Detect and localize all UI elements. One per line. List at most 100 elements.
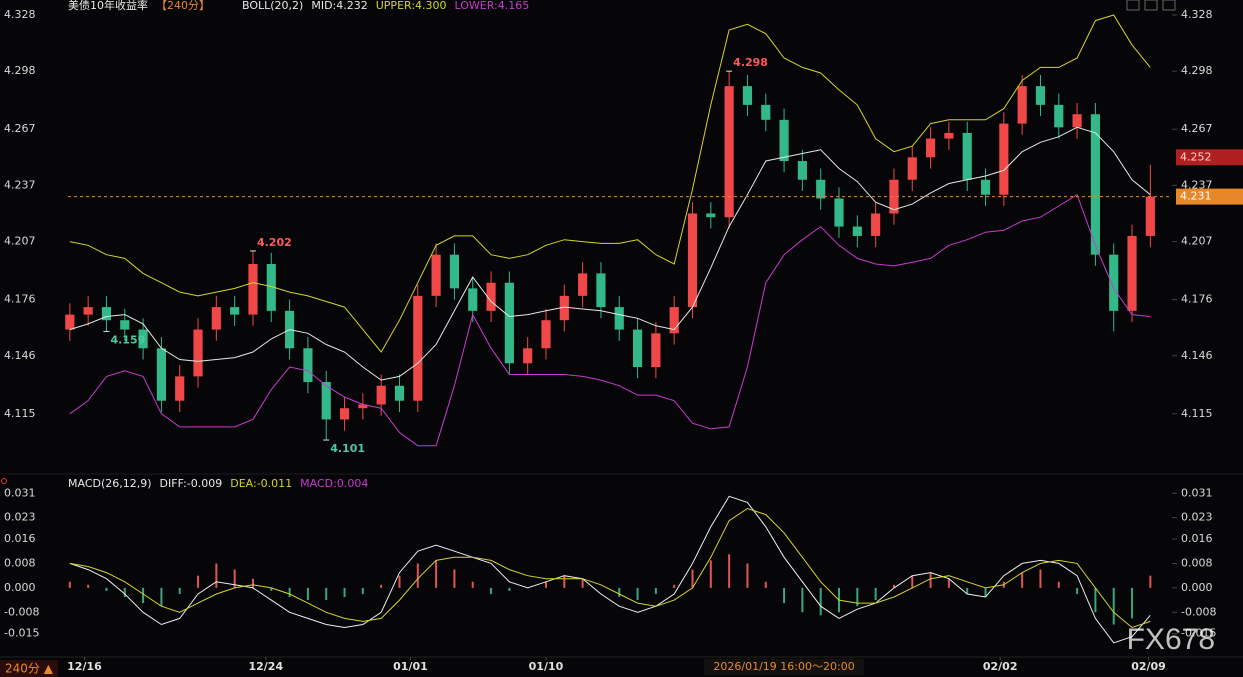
candle-body <box>798 161 807 180</box>
candle-body <box>725 86 734 217</box>
candle-body <box>1054 105 1063 127</box>
y-tick-label: 4.146 <box>1181 349 1213 362</box>
extreme-label: 4.159 <box>110 333 145 346</box>
x-tick-label: 01/01 <box>393 660 428 673</box>
settings-icon[interactable] <box>1127 0 1139 10</box>
y-tick-label: 4.207 <box>4 235 36 248</box>
header-text: 【240分】 <box>156 0 210 12</box>
macd-line <box>70 509 1151 628</box>
cursor-label: 2026/01/19 16:00～20:00 <box>713 660 854 673</box>
candle-body <box>175 376 184 400</box>
candle-body <box>1091 114 1100 254</box>
candle-body <box>743 86 752 105</box>
y-tick-label: 4.176 <box>1181 293 1213 306</box>
header-text: DEA:-0.011 <box>230 477 292 490</box>
candle-body <box>541 320 550 348</box>
candle-body <box>450 255 459 289</box>
header-text: BOLL(20,2) <box>242 0 303 12</box>
candle-body <box>761 105 770 120</box>
candle-body <box>596 273 605 307</box>
y-tick-label: 4.146 <box>4 349 36 362</box>
y-tick-label: 4.207 <box>1181 235 1213 248</box>
marker-label: 4.252 <box>1180 150 1212 163</box>
candle-body <box>1018 86 1027 123</box>
candle-body <box>193 330 202 377</box>
candle-body <box>633 330 642 367</box>
candle-body <box>1036 86 1045 105</box>
x-tick-label: 01/10 <box>529 660 564 673</box>
y-tick-label: 4.115 <box>1181 407 1213 420</box>
candle-body <box>615 307 624 329</box>
candle-body <box>523 348 532 363</box>
extreme-label: 4.298 <box>733 56 768 69</box>
x-tick-label: 02/09 <box>1131 660 1166 673</box>
candle-body <box>853 227 862 236</box>
candle-body <box>871 213 880 235</box>
header-text: LOWER:4.165 <box>455 0 530 12</box>
y-tick-label: 0.016 <box>4 532 36 545</box>
y-tick-label: 0.016 <box>1181 532 1213 545</box>
candle-body <box>944 133 953 139</box>
candle-body <box>395 386 404 401</box>
header-text: MACD:0.004 <box>300 477 368 490</box>
y-tick-label: 0.031 <box>1181 486 1213 499</box>
candle-body <box>999 124 1008 195</box>
candle-body <box>248 264 257 315</box>
header-text: DIFF:-0.009 <box>160 477 223 490</box>
candle-body <box>981 180 990 195</box>
y-tick-label: 4.298 <box>4 64 36 77</box>
candle-body <box>834 198 843 226</box>
x-tick-label: 12/16 <box>67 660 102 673</box>
boll-line <box>70 195 1151 446</box>
candle-body <box>926 139 935 158</box>
x-tick-label: 12/24 <box>248 660 283 673</box>
y-tick-label: 4.176 <box>4 293 36 306</box>
candle-body <box>578 273 587 295</box>
candle-body <box>706 213 715 217</box>
y-tick-label: 0.031 <box>4 486 36 499</box>
y-tick-label: 0.008 <box>4 556 36 569</box>
y-tick-label: 0.023 <box>1181 511 1213 524</box>
candle-body <box>1127 236 1136 311</box>
candle-body <box>84 307 93 314</box>
candle-body <box>1073 114 1082 127</box>
y-tick-label: 0.000 <box>4 581 36 594</box>
extreme-label: 4.202 <box>257 236 292 249</box>
y-tick-label: 0.023 <box>4 511 36 524</box>
y-tick-label: 0.008 <box>1181 556 1213 569</box>
candle-body <box>908 157 917 179</box>
candle-body <box>303 348 312 382</box>
y-tick-label: 4.298 <box>1181 64 1213 77</box>
y-tick-label: -0.008 <box>4 605 39 618</box>
y-tick-label: 4.237 <box>4 178 36 191</box>
candle-body <box>413 296 422 401</box>
watermark: FX678 <box>1127 623 1215 656</box>
candle-body <box>377 386 386 405</box>
candle-body <box>779 120 788 161</box>
extreme-label: 4.101 <box>330 442 365 455</box>
candle-body <box>432 255 441 296</box>
candle-body <box>1109 255 1118 311</box>
candle-body <box>468 288 477 310</box>
header-text: UPPER:4.300 <box>376 0 447 12</box>
y-tick-label: -0.015 <box>4 627 39 640</box>
panel-icon <box>2 479 7 484</box>
y-tick-label: -0.008 <box>1181 605 1216 618</box>
macd-line <box>70 496 1151 643</box>
candle-body <box>816 180 825 199</box>
candle-body <box>65 315 74 330</box>
candle-body <box>688 213 697 307</box>
period-selector[interactable]: 240分 ▲ <box>5 662 54 676</box>
candle-body <box>212 307 221 329</box>
settings-icon[interactable] <box>1163 0 1175 10</box>
candle-body <box>963 133 972 180</box>
header-text: MID:4.232 <box>311 0 367 12</box>
header-text: 美债10年收益率 <box>68 0 148 12</box>
y-tick-label: 4.328 <box>1181 8 1213 21</box>
settings-icon[interactable] <box>1145 0 1157 10</box>
last-price-label: 4.231 <box>1180 190 1212 203</box>
candle-body <box>505 283 514 364</box>
y-tick-label: 4.115 <box>4 407 36 420</box>
y-tick-label: 4.328 <box>4 8 36 21</box>
